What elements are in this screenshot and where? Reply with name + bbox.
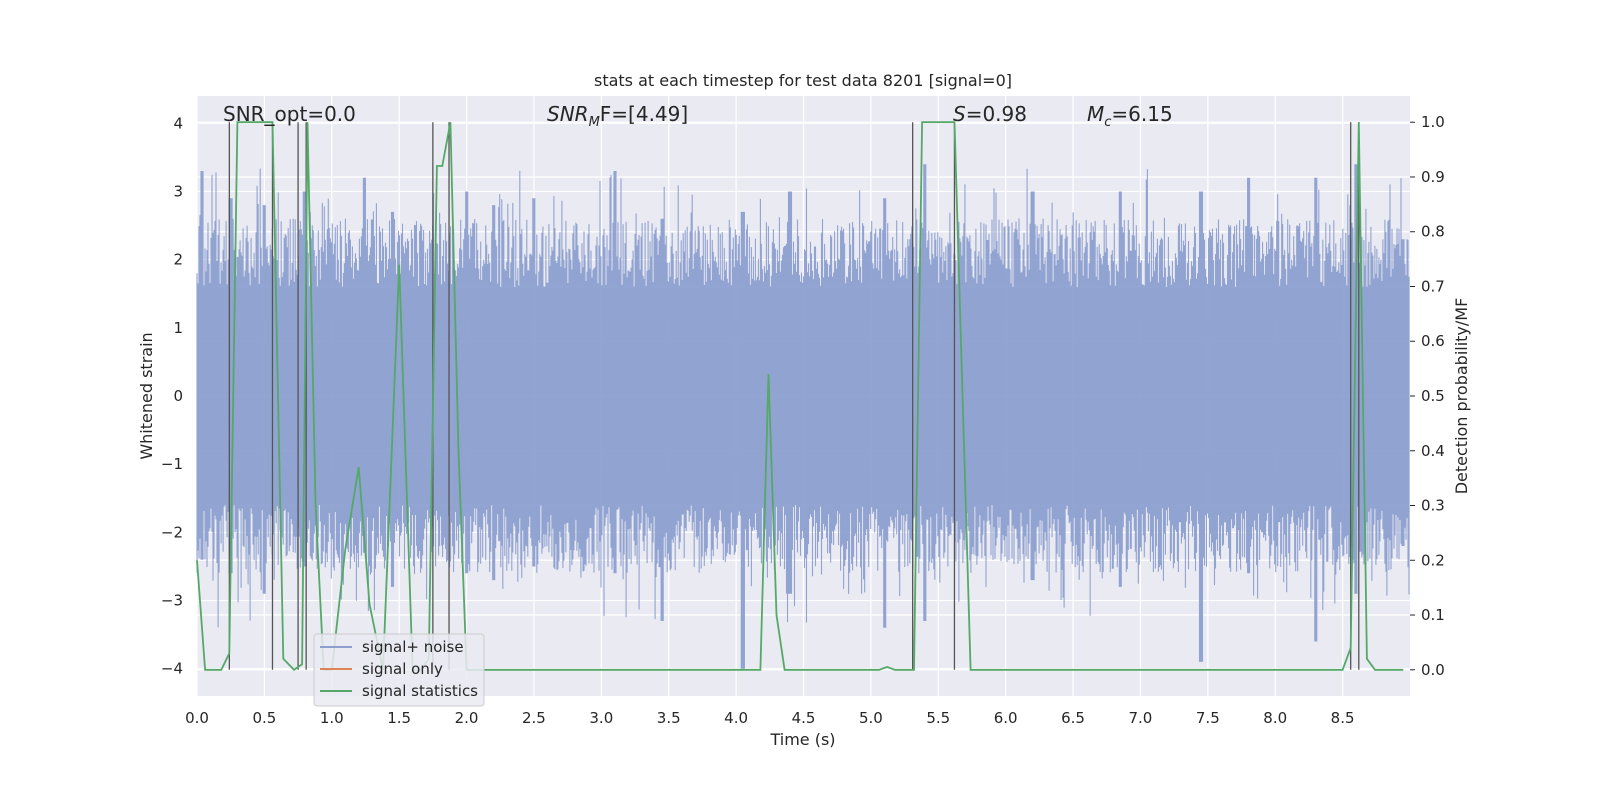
y-tick-label-left: −3 — [161, 592, 183, 610]
snr-mf-annotation: SNRMF=[4.49] — [547, 102, 688, 130]
y-axis-left-label: Whitened strain — [137, 332, 156, 459]
y-tick-label-left: 0 — [173, 387, 183, 405]
x-tick-label: 8.5 — [1331, 709, 1355, 727]
x-tick-label: 0.0 — [185, 709, 209, 727]
x-tick-label: 7.5 — [1196, 709, 1220, 727]
legend-label-signal-noise: signal+ noise — [362, 638, 464, 656]
x-tick-label: 8.0 — [1263, 709, 1287, 727]
y-tick-label-left: 2 — [173, 251, 183, 269]
snr-mf-subscript: M — [589, 115, 600, 130]
mc-value: =6.15 — [1111, 102, 1172, 126]
x-tick-label: 3.5 — [657, 709, 681, 727]
x-tick-label: 7.0 — [1129, 709, 1153, 727]
legend-label-signal-statistics: signal statistics — [362, 682, 478, 700]
y-axis-right-label: Detection probability/MF — [1452, 298, 1471, 495]
mc-annotation: Mc=6.15 — [1087, 102, 1173, 130]
s-symbol: S — [953, 102, 966, 126]
y-tick-label-right: 0.4 — [1421, 442, 1445, 460]
snr-mf-value: F=[4.49] — [600, 102, 688, 126]
signal-statistics-line — [196, 121, 1404, 671]
mc-subscript: c — [1104, 115, 1111, 130]
s-value: =0.98 — [966, 102, 1027, 126]
y-tick-label-left: 3 — [173, 182, 183, 200]
s-annotation: S=0.98 — [953, 102, 1027, 126]
y-tick-label-left: −4 — [161, 660, 183, 678]
y-tick-label-right: 1.0 — [1421, 113, 1445, 131]
x-tick-label: 1.5 — [387, 709, 411, 727]
y-tick-label-left: 1 — [173, 319, 183, 337]
x-tick-label: 2.0 — [455, 709, 479, 727]
x-tick-label: 4.5 — [792, 709, 816, 727]
y-tick-label-right: 0.7 — [1421, 277, 1445, 295]
y-tick-label-right: 0.0 — [1421, 661, 1445, 679]
legend-box — [313, 633, 485, 707]
snr-opt-annotation: SNR_opt=0.0 — [223, 102, 356, 126]
y-tick-label-left: −1 — [161, 455, 183, 473]
x-tick-label: 0.5 — [252, 709, 276, 727]
x-tick-label: 6.0 — [994, 709, 1018, 727]
x-tick-label: 1.0 — [320, 709, 344, 727]
legend: signal+ noise signal only signal statist… — [313, 633, 485, 707]
x-tick-label: 4.0 — [724, 709, 748, 727]
x-axis-ticks: 0.0 0.5 1.0 1.5 2.0 2.5 3.0 3.5 4.0 4.5 5.0 5.5 6.0 6… — [185, 709, 1354, 727]
x-tick-label: 5.5 — [926, 709, 950, 727]
mc-symbol: M — [1087, 102, 1104, 126]
y-tick-label-left: −2 — [161, 523, 183, 541]
y-tick-label-right: 0.6 — [1421, 332, 1445, 350]
y-axis-right-ticks: 0.0 0.1 0.2 0.3 0.4 0.5 0.6 0.7 0.8 0.9 1.0 — [1410, 113, 1445, 679]
signal-statistics-series — [196, 121, 1404, 671]
x-tick-label: 2.5 — [522, 709, 546, 727]
chart-title: stats at each timestep for test data 820… — [594, 71, 1012, 90]
y-tick-label-right: 0.1 — [1421, 606, 1445, 624]
x-tick-label: 3.0 — [589, 709, 613, 727]
x-tick-label: 6.5 — [1061, 709, 1085, 727]
signal-noise-trace — [196, 164, 1410, 669]
detection-markers — [228, 122, 1360, 670]
legend-label-signal-only: signal only — [362, 660, 443, 678]
snr-mf-symbol: SNR — [547, 102, 589, 126]
y-tick-label-right: 0.8 — [1421, 223, 1445, 241]
y-tick-label-right: 0.9 — [1421, 168, 1445, 186]
y-tick-label-left: 4 — [173, 114, 183, 132]
signal-noise-series — [196, 164, 1410, 669]
x-axis-label: Time (s) — [769, 730, 835, 749]
y-axis-left-ticks: −4 −3 −2 −1 0 1 2 3 4 — [161, 114, 183, 677]
y-tick-label-right: 0.3 — [1421, 497, 1445, 515]
x-tick-label: 5.0 — [859, 709, 883, 727]
y-tick-label-right: 0.2 — [1421, 551, 1445, 569]
y-tick-label-right: 0.5 — [1421, 387, 1445, 405]
